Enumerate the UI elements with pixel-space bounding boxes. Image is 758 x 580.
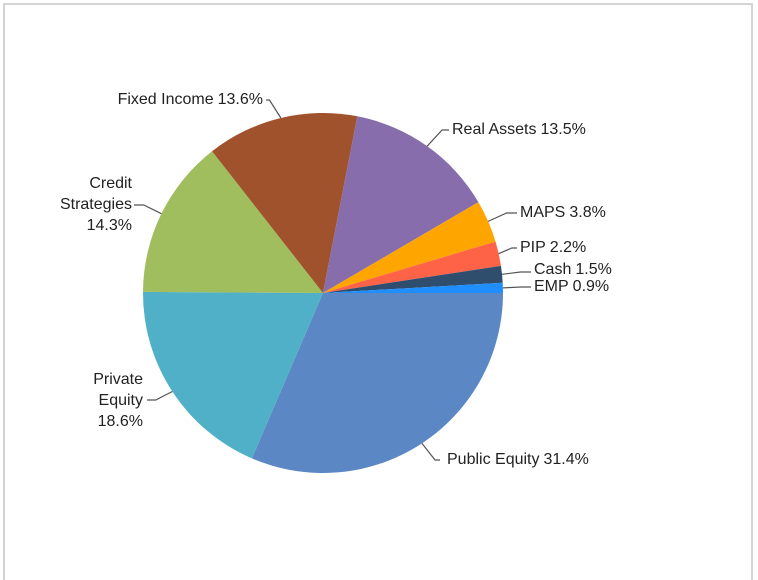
- slice-label: PIP 2.2%: [520, 239, 586, 256]
- slice-label-name: Private Equity: [93, 371, 143, 409]
- pie-slice: [143, 151, 323, 293]
- slice-label: MAPS 3.8%: [520, 204, 606, 221]
- slice-label-name: MAPS: [520, 204, 565, 221]
- leader-line: [502, 286, 531, 289]
- slice-label-value: 13.6%: [218, 91, 263, 108]
- slice-label-name: Public Equity: [447, 451, 540, 468]
- slice-label-name: Credit Strategies: [60, 175, 133, 213]
- slice-label-name: Cash: [534, 261, 571, 278]
- slice-label: Public Equity 31.4%: [447, 451, 589, 468]
- leader-line: [501, 271, 531, 275]
- slice-label-value: 0.9%: [573, 278, 609, 295]
- slice-label-name: PIP: [520, 239, 546, 256]
- slice-label-value: 1.5%: [575, 261, 611, 278]
- leader-line: [426, 129, 449, 147]
- pie-slice: [323, 116, 479, 293]
- leader-line: [147, 390, 173, 401]
- leader-line: [498, 247, 517, 255]
- leader-line: [421, 442, 440, 461]
- slice-label: Real Assets 13.5%: [452, 121, 586, 138]
- slice-label: Fixed Income 13.6%: [118, 91, 263, 108]
- pie-slice: [323, 265, 503, 293]
- slice-label-value: 13.5%: [540, 121, 585, 138]
- slice-label-name: Fixed Income: [118, 91, 214, 108]
- leader-line: [487, 212, 517, 222]
- slice-label-value: 3.8%: [569, 204, 605, 221]
- pie-slice: [323, 202, 496, 293]
- pie-slice: [212, 113, 358, 293]
- slice-label: EMP 0.9%: [534, 278, 609, 295]
- slice-label-name: Real Assets: [452, 121, 536, 138]
- leader-line: [134, 204, 162, 215]
- slice-label-value: 2.2%: [550, 239, 586, 256]
- slice-label-value: 18.6%: [98, 413, 143, 430]
- pie-slice: [323, 241, 501, 293]
- slice-label-value: 14.3%: [87, 217, 132, 234]
- slice-label: Cash 1.5%: [534, 261, 612, 278]
- pie-slice: [251, 293, 503, 473]
- pie-slice: [323, 282, 503, 293]
- slice-label-name: EMP: [534, 278, 569, 295]
- slice-label-value: 31.4%: [544, 451, 589, 468]
- pie-slice: [143, 291, 323, 459]
- leader-line: [266, 99, 282, 119]
